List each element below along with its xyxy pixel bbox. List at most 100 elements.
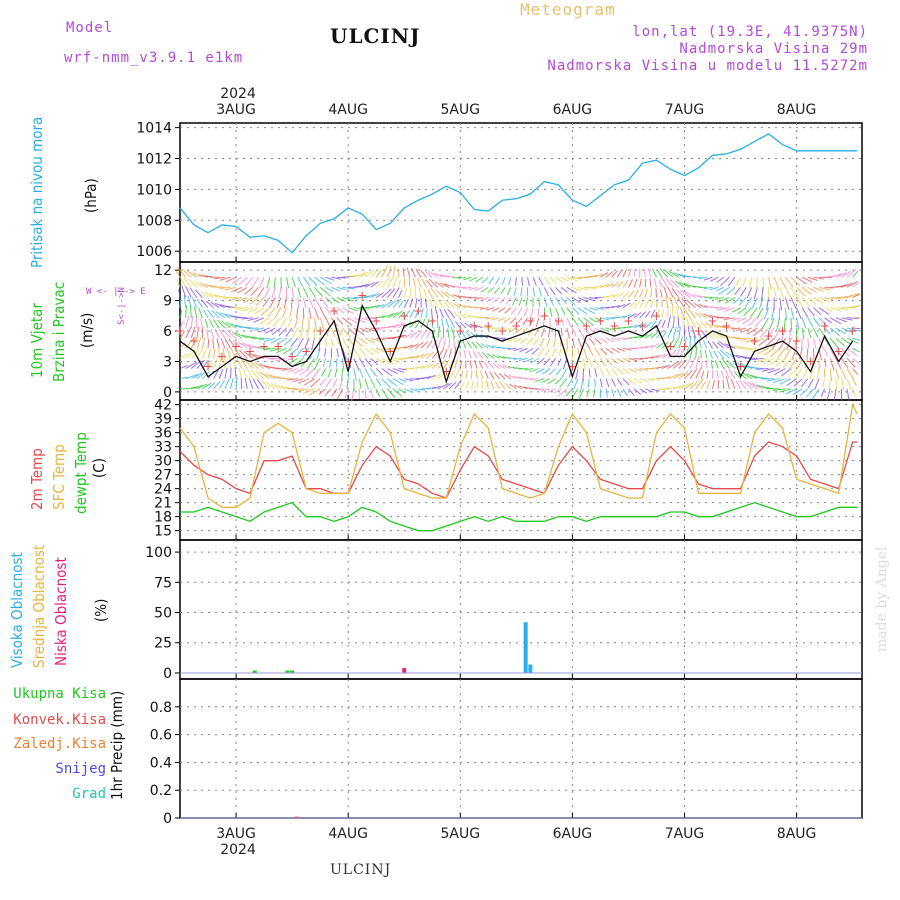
wind-arrow [769,347,781,358]
wind-arrow [196,383,208,390]
wind-arrow [381,368,393,377]
wind-arrow [302,307,305,319]
wind-arrow [555,297,561,306]
wind-arrow [572,276,582,280]
wind-arrow [236,358,243,369]
wind-arrow [183,277,192,288]
wind-arrow [656,330,664,339]
wind-arrow [588,317,597,323]
wind-arrow [439,308,444,318]
wind-gust-marker: + [764,329,774,343]
wind-arrow [538,287,543,297]
wind-gust-marker: + [343,355,353,369]
wind-arrow [353,327,365,336]
wind-arrow [336,348,339,358]
wind-arrow [497,317,506,322]
wind-arrow [703,286,713,290]
wind-arrow [261,380,271,390]
wind-arrow [475,370,478,379]
wind-arrow [322,358,327,367]
wind-arrow [572,297,581,304]
wind-arrow [628,301,636,309]
wind-arrow [537,347,545,356]
wind-arrow [283,297,287,309]
wind-arrow [257,287,265,298]
wind-arrow [351,388,355,402]
wind-arrow [370,378,376,388]
wind-arrow [677,316,680,328]
wind-arrow [830,273,843,278]
wind-arrow [616,388,622,397]
coords-text: lon,lat (19.3E, 41.9375N) [632,24,868,40]
wind-arrow [181,285,187,298]
wind-arrow [689,316,697,329]
wind-arrow [492,297,500,303]
wind-arrow [325,317,330,326]
wind-arrow [661,376,671,380]
wind-arrow [807,307,815,317]
wind-arrow [689,380,700,390]
wind-arrow [480,297,489,302]
wind-arrow [852,270,859,278]
wind-arrow [627,279,634,288]
wind-arrow [667,349,677,359]
wind-arrow [512,297,517,306]
wind-arrow [543,358,551,366]
legend-convective-rain: Konvek.Kisa [13,712,106,728]
wind-arrow [727,276,736,287]
wind-arrow [554,378,562,385]
wind-arrow [605,378,610,388]
wind-arrow [445,299,455,309]
wind-arrow [464,322,472,329]
wind-arrow [179,276,187,288]
wind-arrow [381,357,394,365]
wind-arrow [605,317,615,320]
wind-arrow [353,347,362,359]
wind-arrow [392,298,402,309]
wind-arrow [302,297,307,309]
wind-arrow [251,369,259,380]
wind-arrow [801,338,803,350]
wind-arrow [493,287,500,294]
wind-arrow [852,378,857,386]
wind-arrow [751,337,764,345]
wind-arrow [830,297,843,300]
wind-arrow [421,278,428,288]
wind-arrow [495,276,500,285]
wind-arrow [387,378,397,387]
wind-arrow [700,350,702,359]
wind-arrow [799,388,809,397]
wind-arrow [515,317,523,325]
wind-arrow [519,347,528,353]
y-tick-label: 6 [163,324,172,340]
wind-arrow [553,388,562,394]
wind-arrow [431,318,434,329]
wind-arrow [364,388,367,400]
wind-arrow [347,327,356,336]
wind-arrow [252,327,265,331]
wind-arrow [297,337,304,348]
wind-arrow [513,347,523,352]
wind-arrow [779,297,783,311]
wind-arrow [492,354,500,359]
wind-arrow [633,312,642,319]
wind-arrow [469,360,472,369]
wind-arrow [504,382,512,390]
wind-arrow [676,289,685,298]
wind-arrow [370,281,380,288]
wind-arrow [468,286,478,291]
wind-arrow [248,378,254,390]
wind-gust-marker: + [301,344,311,358]
wind-arrow [236,307,248,310]
wind-arrow [600,337,609,344]
wind-arrow [617,315,626,319]
top-day-label: 5AUG [440,102,480,118]
wind-arrow [207,309,215,319]
product-title: Meteogram [520,0,616,19]
wind-arrow [202,370,211,380]
wind-arrow [403,288,408,298]
wind-arrow [177,267,186,278]
wind-arrow [680,289,691,298]
wind-gust-marker: + [231,339,241,353]
wind-arrow [364,358,373,368]
